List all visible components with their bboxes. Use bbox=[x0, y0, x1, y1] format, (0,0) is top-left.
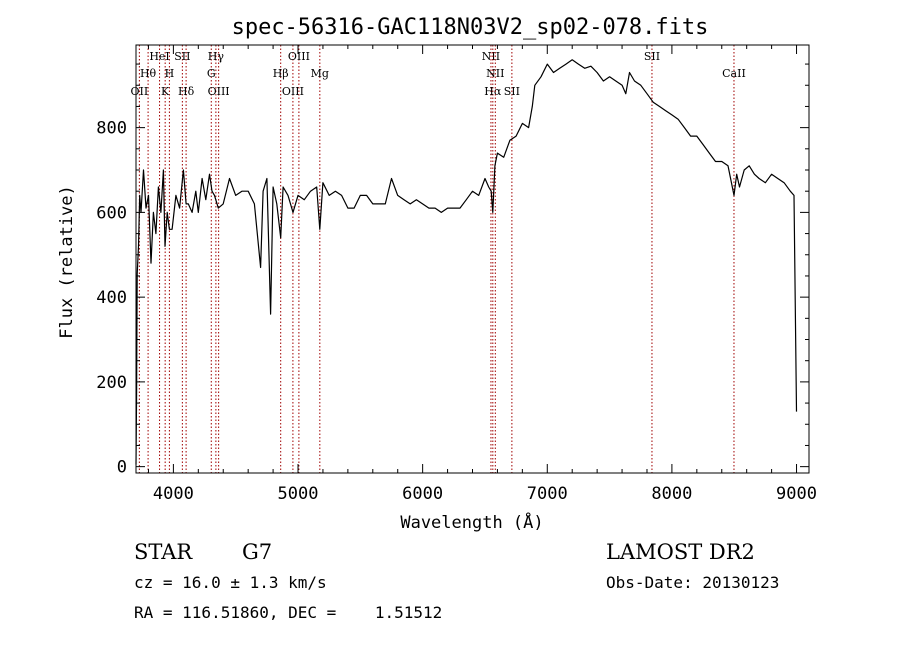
line-marker-label-3: K bbox=[161, 85, 170, 98]
line-marker-label-16: NII bbox=[486, 67, 504, 80]
spectrum-line bbox=[135, 59, 798, 465]
line-marker-label-9: OIII bbox=[208, 85, 230, 98]
object-subclass: G7 bbox=[242, 540, 273, 564]
line-markers-layer: OIIHθHeIKHSIIHδGHγOIIIHβOIIIOIIIMgNIIHαN… bbox=[131, 45, 746, 473]
line-marker-label-1: Hθ bbox=[140, 67, 157, 80]
y-tick-label-2: 400 bbox=[96, 288, 127, 308]
x-tick-label-0: 4000 bbox=[153, 484, 194, 504]
x-axis: 4000 5000 6000 7000 8000 9000 bbox=[147, 45, 817, 504]
line-marker-label-12: OIII bbox=[288, 50, 310, 63]
y-axis-label: Flux (relative) bbox=[57, 185, 77, 339]
x-tick-label-5: 9000 bbox=[776, 484, 817, 504]
y-tick-label-1: 200 bbox=[96, 373, 127, 393]
line-marker-label-2: HeI bbox=[149, 50, 169, 63]
y-axis: 0 200 400 600 800 bbox=[96, 63, 809, 478]
coordinates-readout: RA = 116.51860, DEC = 1.51512 bbox=[134, 603, 443, 622]
line-marker-label-4: H bbox=[165, 67, 175, 80]
data-release: LAMOST DR2 bbox=[606, 540, 755, 564]
chart-title: spec-56316-GAC118N03V2_sp02-078.fits bbox=[232, 15, 709, 40]
line-marker-label-17: SII bbox=[504, 85, 520, 98]
object-class: STAR bbox=[134, 540, 193, 564]
line-marker-label-0: OII bbox=[131, 85, 149, 98]
x-tick-label-3: 7000 bbox=[527, 484, 568, 504]
line-marker-label-13: Mg bbox=[311, 67, 329, 80]
observation-date: Obs-Date: 20130123 bbox=[606, 573, 780, 592]
line-marker-label-19: CaII bbox=[722, 67, 746, 80]
line-marker-label-11: OIII bbox=[282, 85, 304, 98]
x-tick-label-4: 8000 bbox=[651, 484, 692, 504]
plot-frame bbox=[135, 44, 810, 474]
y-tick-label-0: 0 bbox=[117, 458, 127, 478]
y-tick-label-4: 800 bbox=[96, 119, 127, 139]
line-marker-label-7: G bbox=[207, 67, 216, 80]
line-marker-label-8: Hγ bbox=[208, 50, 225, 63]
line-marker-label-5: SII bbox=[174, 50, 190, 63]
line-marker-label-15: Hα bbox=[484, 85, 502, 98]
x-tick-label-2: 6000 bbox=[402, 484, 443, 504]
line-marker-label-14: NII bbox=[482, 50, 500, 63]
line-marker-label-6: Hδ bbox=[178, 85, 195, 98]
redshift-readout: cz = 16.0 ± 1.3 km/s bbox=[134, 573, 327, 592]
x-tick-label-1: 5000 bbox=[278, 484, 319, 504]
spectrum-layer bbox=[135, 59, 798, 465]
line-marker-label-18: SII bbox=[644, 50, 660, 63]
x-axis-label: Wavelength (Å) bbox=[400, 511, 543, 533]
line-marker-label-10: Hβ bbox=[273, 67, 289, 80]
y-tick-label-3: 600 bbox=[96, 203, 127, 223]
